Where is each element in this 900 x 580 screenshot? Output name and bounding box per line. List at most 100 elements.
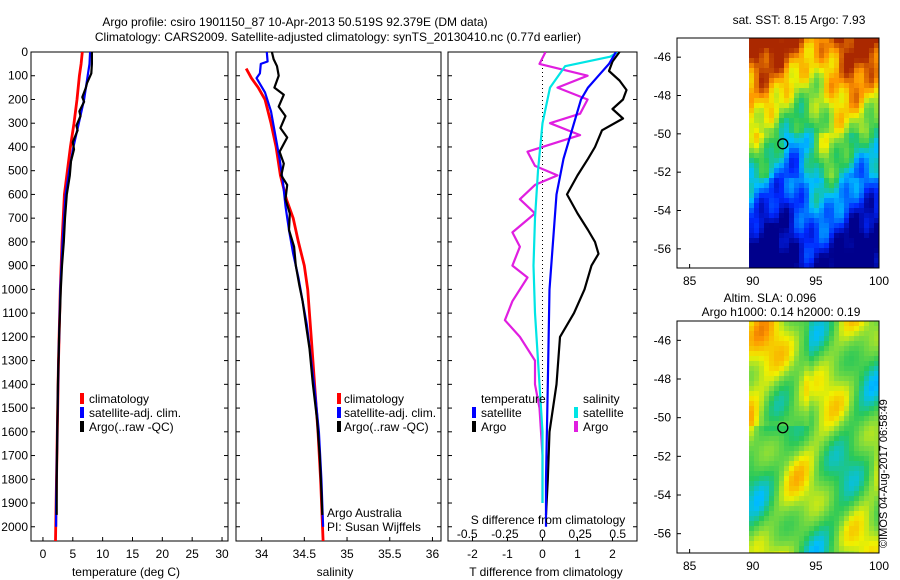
sla-cell <box>869 456 875 462</box>
sst-cell <box>849 118 855 124</box>
sla-cell <box>849 356 855 362</box>
sst-cell <box>814 233 820 239</box>
sla-cell <box>774 491 780 497</box>
sst-cell <box>774 123 780 129</box>
x-tick-label: 5 <box>69 547 76 561</box>
sst-cell <box>854 93 860 99</box>
header-line1: Argo profile: csiro 1901150_87 10-Apr-20… <box>102 15 487 29</box>
sst-cell <box>819 248 825 254</box>
sst-lon-tick-label: 90 <box>746 274 760 288</box>
sla-cell <box>769 531 775 537</box>
sla-cell <box>794 526 800 532</box>
sla-cell <box>874 531 879 537</box>
sla-cell <box>809 401 815 407</box>
sla-cell <box>749 521 755 527</box>
sla-cell <box>874 431 879 437</box>
sst-cell <box>784 243 790 249</box>
sla-cell <box>784 441 790 447</box>
sst-cell <box>874 208 879 214</box>
sla-cell <box>839 401 845 407</box>
sla-cell <box>779 371 785 377</box>
sla-cell <box>764 361 770 367</box>
sst-cell <box>769 188 775 194</box>
sla-cell <box>754 486 760 492</box>
sla-cell <box>854 546 860 552</box>
sst-cell <box>839 183 845 189</box>
sst-cell <box>844 178 850 184</box>
sla-cell <box>754 511 760 517</box>
sst-cell <box>774 128 780 134</box>
sst-cell <box>844 168 850 174</box>
sst-cell <box>794 253 800 259</box>
sla-cell <box>749 436 755 442</box>
sla-cell <box>754 376 760 382</box>
sst-cell <box>809 148 815 154</box>
sst-cell <box>819 38 825 44</box>
sst-cell <box>854 233 860 239</box>
sst-cell <box>854 183 860 189</box>
sst-cell <box>784 228 790 234</box>
sst-cell <box>789 113 795 119</box>
sst-cell <box>874 68 879 74</box>
sla-cell <box>774 481 780 487</box>
sst-cell <box>859 233 865 239</box>
sst-cell <box>804 43 810 49</box>
sst-cell <box>794 53 800 59</box>
sst-cell <box>854 173 860 179</box>
sst-cell <box>819 133 825 139</box>
sla-cell <box>769 536 775 542</box>
sla-cell <box>749 326 755 332</box>
sla-cell <box>839 396 845 402</box>
sst-cell <box>749 248 755 254</box>
sla-cell <box>844 411 850 417</box>
sla-cell <box>834 471 840 477</box>
sla-cell <box>774 336 780 342</box>
sst-cell <box>794 108 800 114</box>
sst-cell <box>789 128 795 134</box>
sla-cell <box>854 326 860 332</box>
sla-cell <box>759 391 765 397</box>
sst-cell <box>784 258 790 264</box>
sst-cell <box>844 133 850 139</box>
sst-cell <box>874 168 879 174</box>
sst-cell <box>834 138 840 144</box>
sst-cell <box>794 258 800 264</box>
sla-cell <box>829 511 835 517</box>
sst-cell <box>764 153 770 159</box>
sst-cell <box>834 148 840 154</box>
sla-cell <box>869 361 875 367</box>
sst-argo-location-marker <box>777 138 789 150</box>
sla-cell <box>754 546 760 552</box>
sst-cell <box>769 103 775 109</box>
sst-cell <box>794 233 800 239</box>
sla-cell <box>824 516 830 522</box>
sst-cell <box>829 218 835 224</box>
sst-cell <box>859 223 865 229</box>
sla-cell <box>859 441 865 447</box>
sla-cell <box>749 531 755 537</box>
sla-cell <box>854 486 860 492</box>
sst-cell <box>764 188 770 194</box>
sst-cell <box>779 53 785 59</box>
sst-cell <box>849 213 855 219</box>
sla-cell <box>834 521 840 527</box>
sla-cell <box>859 521 865 527</box>
sla-cell <box>759 396 765 402</box>
sla-cell <box>854 541 860 547</box>
sla-cell <box>759 451 765 457</box>
sst-cell <box>799 108 805 114</box>
sst-cell <box>809 218 815 224</box>
sla-cell <box>824 356 830 362</box>
sst-cell <box>829 213 835 219</box>
sst-cell <box>784 248 790 254</box>
sla-cell <box>784 471 790 477</box>
sla-cell <box>759 531 765 537</box>
sst-cell <box>789 48 795 54</box>
sst-cell <box>784 93 790 99</box>
sla-cell <box>824 351 830 357</box>
sla-cell <box>849 541 855 547</box>
sst-cell <box>874 153 879 159</box>
sst-cell <box>844 123 850 129</box>
sst-cell <box>789 223 795 229</box>
sst-lon-tick-label: 95 <box>809 274 823 288</box>
